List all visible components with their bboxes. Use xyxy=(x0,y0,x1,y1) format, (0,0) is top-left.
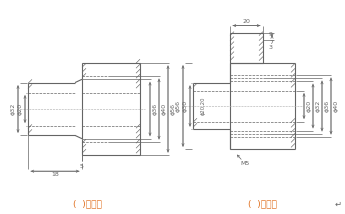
Text: ϕ56: ϕ56 xyxy=(170,103,176,115)
Text: 20: 20 xyxy=(243,19,250,24)
Text: M5: M5 xyxy=(240,161,250,166)
Text: 9: 9 xyxy=(269,32,273,37)
Text: ϕ32: ϕ32 xyxy=(315,100,321,112)
Text: ϕ20: ϕ20 xyxy=(18,103,22,115)
Text: ϕ20: ϕ20 xyxy=(306,100,312,112)
Text: (  )改进前: ( )改进前 xyxy=(72,199,101,208)
Text: ϕ20,20: ϕ20,20 xyxy=(200,97,206,115)
Text: 5: 5 xyxy=(80,164,84,169)
Text: ϕ40: ϕ40 xyxy=(334,100,338,112)
Text: 3: 3 xyxy=(269,45,273,50)
Text: ϕ36: ϕ36 xyxy=(152,103,158,115)
Text: ϕ30: ϕ30 xyxy=(183,100,187,112)
Text: ↵: ↵ xyxy=(335,199,342,208)
Text: ϕ32: ϕ32 xyxy=(10,103,16,115)
Text: (  )改进后: ( )改进后 xyxy=(248,199,276,208)
Text: ϕ36: ϕ36 xyxy=(325,100,329,112)
Text: 18: 18 xyxy=(51,172,59,177)
Text: 7: 7 xyxy=(269,40,273,45)
Text: ϕ56: ϕ56 xyxy=(176,100,180,112)
Text: ϕ40: ϕ40 xyxy=(161,103,167,115)
